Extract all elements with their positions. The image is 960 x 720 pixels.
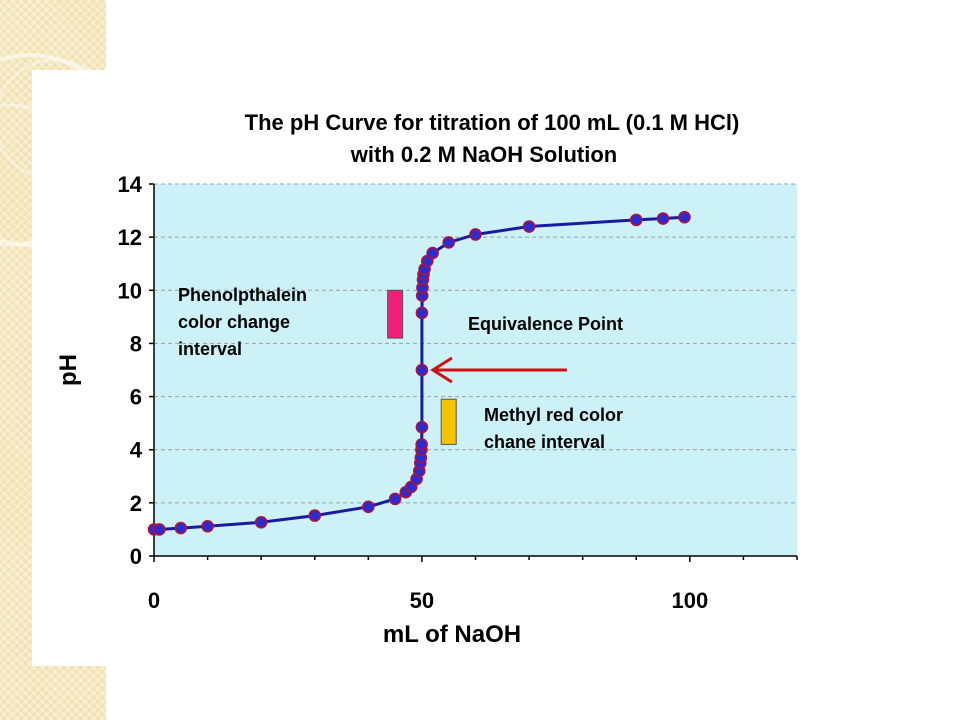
chart-title-line-1: The pH Curve for titration of 100 mL (0.…	[245, 110, 740, 135]
y-tick-label: 14	[118, 172, 143, 197]
equivalence-point-label: Equivalence Point	[468, 314, 623, 334]
data-point	[678, 210, 691, 224]
grid-lines	[154, 183, 797, 504]
phenolphthalein-label-line-1: Phenolpthalein	[178, 285, 307, 305]
data-point	[362, 500, 375, 514]
slide-panel: The pH Curve for titration of 100 mL (0.…	[32, 70, 960, 666]
data-point	[415, 420, 429, 434]
y-tick-label: 10	[118, 278, 142, 303]
phenolphthalein-label-line-3: interval	[178, 339, 242, 359]
x-tick-label: 100	[671, 588, 708, 613]
data-point	[415, 438, 428, 451]
data-point	[308, 509, 322, 522]
y-tick-label: 4	[130, 438, 143, 463]
indicator-ranges	[387, 289, 457, 445]
data-point	[426, 246, 439, 260]
methyl-red-label-line-1: Methyl red color	[484, 405, 623, 425]
titration-chart: The pH Curve for titration of 100 mL (0.…	[55, 110, 798, 648]
ph-curve-points	[147, 210, 691, 536]
methyl-red-label-line-2: chane interval	[484, 432, 605, 452]
x-axis-label: mL of NaOH	[383, 621, 521, 648]
data-point	[442, 236, 456, 249]
phenolphthalein-range-bar	[387, 289, 404, 339]
y-tick-label: 8	[130, 331, 142, 356]
y-axis-label: pH	[55, 354, 82, 386]
methyl-red-range-bar	[440, 398, 457, 445]
data-point	[656, 212, 670, 225]
equivalence-arrow	[430, 356, 567, 384]
data-point	[174, 521, 188, 535]
axes	[149, 183, 798, 562]
y-tick-labels: 0 2 4 6 8 10 12 14	[118, 172, 143, 569]
data-point	[388, 492, 402, 506]
data-point	[469, 228, 482, 241]
x-tick-label: 0	[148, 588, 160, 613]
data-point	[415, 363, 429, 377]
data-point	[522, 220, 536, 233]
y-tick-label: 6	[130, 385, 142, 410]
data-point	[629, 213, 643, 227]
y-tick-label: 12	[118, 225, 142, 250]
y-tick-label: 0	[130, 544, 142, 569]
x-tick-label: 50	[410, 588, 434, 613]
chart-title-line-2: with 0.2 M NaOH Solution	[350, 142, 617, 167]
phenolphthalein-label-line-2: color change	[178, 312, 290, 332]
data-point	[415, 306, 429, 320]
data-point	[201, 519, 214, 533]
arrow-head	[430, 356, 453, 384]
y-tick-label: 2	[130, 491, 142, 516]
data-point	[254, 515, 268, 529]
x-tick-labels: 0 50 100	[148, 588, 708, 613]
data-point	[153, 523, 166, 536]
